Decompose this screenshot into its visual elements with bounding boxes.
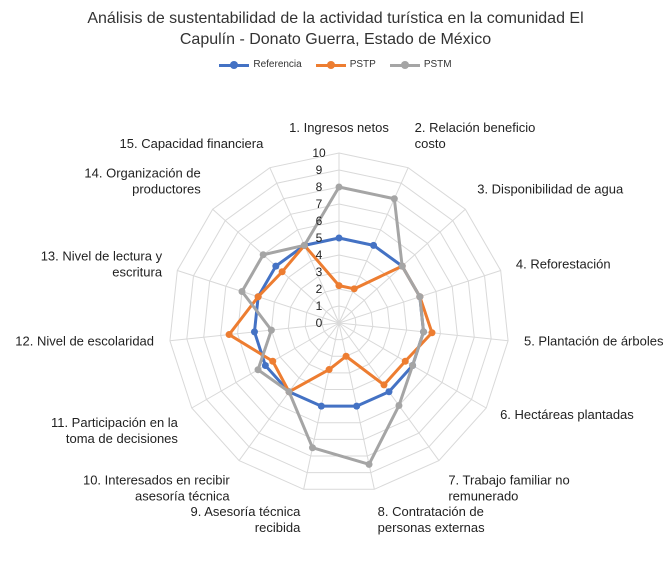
data-point-pstp bbox=[428, 329, 436, 337]
tick-label: 0 bbox=[316, 316, 323, 330]
category-label: 12. Nivel de escolaridad bbox=[15, 333, 154, 348]
chart-title-line1: Análisis de sustentabilidad de la activi… bbox=[87, 10, 584, 27]
data-point-pstm bbox=[254, 366, 262, 374]
grid-ring bbox=[270, 254, 408, 391]
legend-item-pstm: PSTM bbox=[389, 59, 452, 70]
tick-label: 10 bbox=[312, 146, 326, 160]
category-label: 5. Plantación de árboles bbox=[524, 333, 664, 348]
data-point-pstp bbox=[278, 268, 286, 276]
data-point-pstm bbox=[285, 388, 293, 396]
category-label: 13. Nivel de lectura y escritura bbox=[41, 249, 163, 280]
legend-label-referencia: Referencia bbox=[253, 59, 302, 70]
data-point-pstm bbox=[300, 241, 308, 249]
data-point-pstm bbox=[420, 328, 428, 336]
data-point-pstm bbox=[238, 287, 246, 295]
legend-swatch-pstp bbox=[315, 60, 346, 70]
data-point-pstp bbox=[342, 352, 350, 360]
grid-ring bbox=[220, 203, 458, 440]
data-point-referencia bbox=[385, 388, 393, 396]
data-point-pstm bbox=[416, 293, 424, 301]
grid-ring bbox=[304, 288, 374, 357]
category-label: 9. Asesoría técnica recibida bbox=[190, 504, 301, 535]
legend-swatch-pstm bbox=[389, 60, 420, 70]
data-point-pstp bbox=[325, 366, 333, 374]
tick-label: 2 bbox=[316, 282, 323, 296]
tick-label: 4 bbox=[316, 248, 323, 262]
data-point-pstm bbox=[395, 402, 403, 410]
data-point-referencia bbox=[250, 328, 258, 336]
tick-label: 1 bbox=[316, 299, 323, 313]
category-label: 1. Ingresos netos bbox=[289, 120, 389, 135]
data-point-referencia bbox=[370, 241, 378, 249]
grid-ring bbox=[169, 152, 509, 490]
legend: Referencia PSTP PSTM bbox=[0, 59, 671, 70]
data-point-pstp bbox=[335, 282, 343, 290]
tick-label: 5 bbox=[316, 231, 323, 245]
data-point-referencia bbox=[335, 234, 343, 242]
legend-swatch-referencia bbox=[219, 60, 250, 70]
legend-label-pstm: PSTM bbox=[423, 59, 452, 70]
tick-label: 8 bbox=[316, 180, 323, 194]
legend-item-referencia: Referencia bbox=[219, 59, 302, 70]
category-label: 11. Participación en la toma de decisione… bbox=[51, 415, 179, 446]
category-label: 6. Hectáreas plantadas bbox=[500, 407, 634, 422]
data-point-referencia bbox=[353, 402, 361, 410]
radar-ticks: 0 1 2 3 4 5 6 7 8 9 10 bbox=[312, 146, 326, 330]
chart-title-line2: Capulín - Donato Guerra, Estado de Méxic… bbox=[179, 31, 492, 48]
series-line-pstm bbox=[240, 185, 426, 466]
data-point-pstm bbox=[267, 326, 275, 334]
category-label: 15. Capacidad financiera bbox=[120, 136, 265, 151]
category-label: 2. Relación beneficio costo bbox=[415, 120, 536, 151]
category-label: 4. Reforestación bbox=[516, 257, 611, 272]
grid-ring bbox=[321, 305, 357, 341]
grid-ring bbox=[186, 169, 492, 474]
data-point-pstm bbox=[365, 460, 373, 468]
data-point-referencia bbox=[261, 362, 269, 369]
data-point-pstp bbox=[269, 357, 277, 365]
tick-label: 6 bbox=[316, 214, 323, 228]
tick-label: 9 bbox=[316, 163, 323, 177]
data-point-pstm bbox=[409, 362, 417, 369]
data-point-pstp bbox=[225, 331, 233, 339]
data-point-referencia bbox=[317, 402, 325, 410]
data-point-pstm bbox=[398, 262, 406, 270]
category-label: 14. Organización de productores bbox=[84, 166, 201, 197]
chart-title: Análisis de sustentabilidad de la activi… bbox=[0, 8, 671, 50]
data-point-pstm bbox=[335, 183, 343, 191]
radar-series bbox=[225, 183, 436, 468]
category-label: 3. Disponibilidad de agua bbox=[477, 182, 624, 197]
grid-ring bbox=[287, 271, 391, 374]
category-label: 8. Contratación de personas externas bbox=[378, 504, 485, 535]
tick-label: 3 bbox=[316, 265, 323, 279]
radar-category-labels: 1. Ingresos netos 2. Relación beneficio co… bbox=[15, 120, 664, 535]
data-point-pstm bbox=[390, 195, 398, 203]
data-point-pstp bbox=[254, 293, 262, 301]
data-point-pstm bbox=[308, 444, 316, 452]
data-point-referencia bbox=[272, 262, 280, 270]
data-point-pstp bbox=[350, 285, 358, 293]
category-label: 10. Interesados en recibir asesoría técni… bbox=[83, 472, 230, 503]
data-point-pstm bbox=[259, 251, 267, 259]
data-point-pstp bbox=[380, 381, 388, 389]
legend-label-pstp: PSTP bbox=[349, 59, 376, 70]
radar-grid bbox=[169, 152, 509, 490]
data-point-pstp bbox=[401, 357, 409, 365]
legend-item-pstp: PSTP bbox=[315, 59, 376, 70]
category-label: 7. Trabajo familiar no remunerado bbox=[448, 472, 569, 503]
tick-label: 7 bbox=[316, 197, 323, 211]
